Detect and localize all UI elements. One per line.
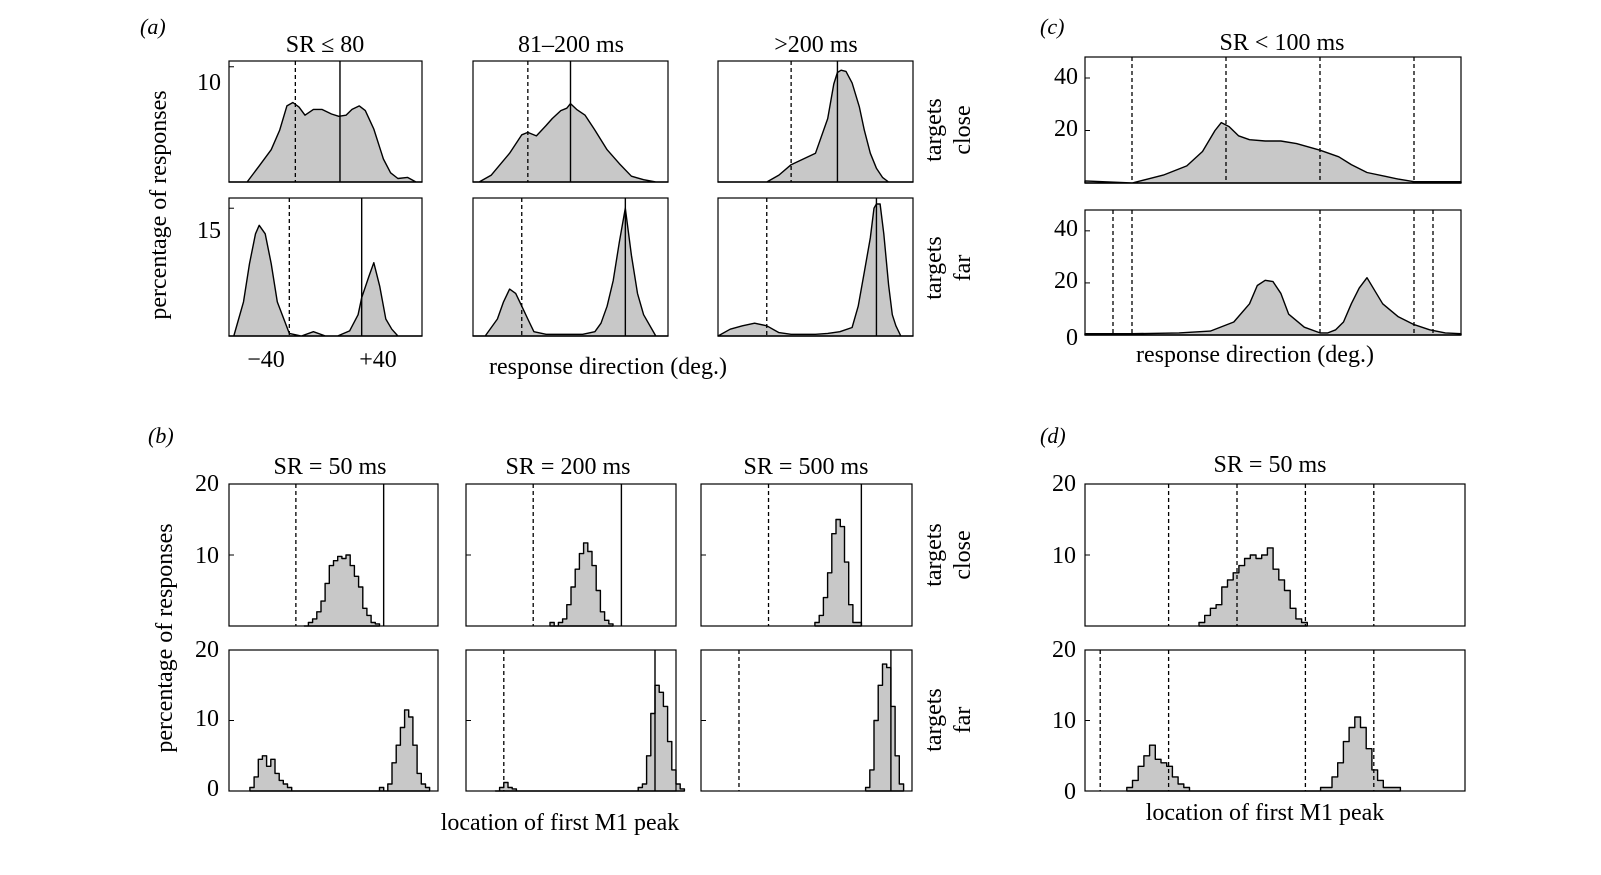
- panel-b-ytick-bottom-20: 20: [195, 637, 219, 663]
- panel-b-frame-c3-r1: [700, 483, 913, 627]
- panel-a-xtick-left: −40: [247, 347, 285, 373]
- panel-b-histogram-c2-r2: [494, 684, 686, 792]
- panel-a-row-label-far-2: far: [950, 255, 976, 282]
- panel-b-col2-title: SR = 200 ms: [506, 454, 631, 480]
- panel-d-ytick-bottom-0: 0: [1064, 779, 1076, 805]
- panel-a-area-c1-r2: [228, 224, 423, 337]
- panel-b-ytick-bottom-0: 0: [207, 776, 219, 802]
- panel-a-frame-c2-r2: [472, 197, 669, 337]
- panel-c-ytick-bottom-20: 20: [1054, 268, 1078, 294]
- panel-c-ytick-top-40: 40: [1054, 64, 1078, 90]
- panel-b-col1-title: SR = 50 ms: [274, 454, 387, 480]
- panel-b-ytick-top-20: 20: [195, 471, 219, 497]
- panel-a-area-c3-r2: [717, 203, 914, 337]
- panel-d-ytick-top-10: 10: [1052, 543, 1076, 569]
- panel-a-frame-c3-r1: [717, 60, 914, 183]
- panel-b-row-label-close-1: targets: [921, 523, 947, 587]
- panel-a-area-c1-r1: [228, 101, 423, 183]
- panel-c-title: SR < 100 ms: [1220, 30, 1345, 56]
- panel-b-row-label-far-2: far: [950, 707, 976, 734]
- panel-b-histogram-c2-r1: [549, 542, 614, 627]
- panel-c-frame-r1: [1084, 56, 1462, 184]
- panel-a-area-c2-r2: [472, 207, 669, 337]
- panel-a-col2-title: 81–200 ms: [518, 32, 624, 58]
- panel-c-ytick-top-20: 20: [1054, 116, 1078, 142]
- panel-a-ytick-far: 15: [197, 218, 221, 244]
- panel-d-histogram-r2: [1126, 716, 1402, 792]
- panel-c-area-r2: [1084, 277, 1462, 336]
- panel-a-xtick-right: +40: [359, 347, 397, 373]
- panel-a-ytick-close: 10: [197, 70, 221, 96]
- panel-b-histogram-c1-r2: [249, 709, 431, 792]
- panel-b-ytick-bottom-10: 10: [195, 706, 219, 732]
- panel-b-histogram-c3-r1: [814, 518, 863, 627]
- panel-c-area-r1: [1084, 121, 1462, 184]
- panel-d-ytick-bottom-20: 20: [1052, 637, 1076, 663]
- panel-a-row-label-close-1: targets: [921, 98, 947, 162]
- panel-d-xlabel: location of first M1 peak: [1146, 800, 1385, 826]
- panel-a-area-c3-r1: [717, 69, 914, 183]
- panel-label-d: (d): [1040, 423, 1066, 448]
- panel-a-xlabel: response direction (deg.): [489, 354, 727, 380]
- panel-a-ylabel: percentage of responses: [146, 90, 172, 319]
- panel-b-frame-c2-r2: [465, 649, 677, 792]
- panel-label-a: (a): [140, 14, 166, 39]
- panel-a-col1-title: SR ≤ 80: [286, 32, 365, 58]
- panel-c-ytick-bottom-40: 40: [1054, 216, 1078, 242]
- panel-c-xlabel: response direction (deg.): [1136, 342, 1374, 368]
- panel-b-ylabel: percentage of responses: [152, 523, 178, 752]
- panel-label-b: (b): [148, 423, 174, 448]
- panel-b-row-label-close-2: close: [950, 530, 976, 579]
- panel-b-histogram-c1-r1: [303, 554, 381, 627]
- panel-d-histogram-r1: [1198, 547, 1308, 627]
- panel-a-frame-c2-r1: [472, 60, 669, 183]
- panel-d-ytick-bottom-10: 10: [1052, 708, 1076, 734]
- panel-a-col3-title: >200 ms: [774, 32, 858, 58]
- panel-d-title: SR = 50 ms: [1214, 452, 1327, 478]
- panel-a-frame-c1-r1: [228, 60, 423, 183]
- panel-a-frame-c1-r2: [228, 197, 423, 337]
- panel-b-xlabel: location of first M1 peak: [441, 810, 680, 836]
- panel-b-histogram-c3-r2: [864, 663, 905, 792]
- panel-b-row-label-far-1: targets: [921, 688, 947, 752]
- panel-a-row-label-far-1: targets: [921, 236, 947, 300]
- panel-a-frame-c3-r2: [717, 197, 914, 337]
- panel-d-ytick-top-20: 20: [1052, 471, 1076, 497]
- panel-b-col3-title: SR = 500 ms: [744, 454, 869, 480]
- panel-c-ytick-bottom-0: 0: [1066, 325, 1078, 351]
- panel-label-c: (c): [1040, 14, 1064, 39]
- panel-b-ytick-top-10: 10: [195, 543, 219, 569]
- plot-area: [228, 56, 1466, 792]
- panel-a-row-label-close-2: close: [950, 105, 976, 154]
- panel-c-frame-r2: [1084, 209, 1462, 336]
